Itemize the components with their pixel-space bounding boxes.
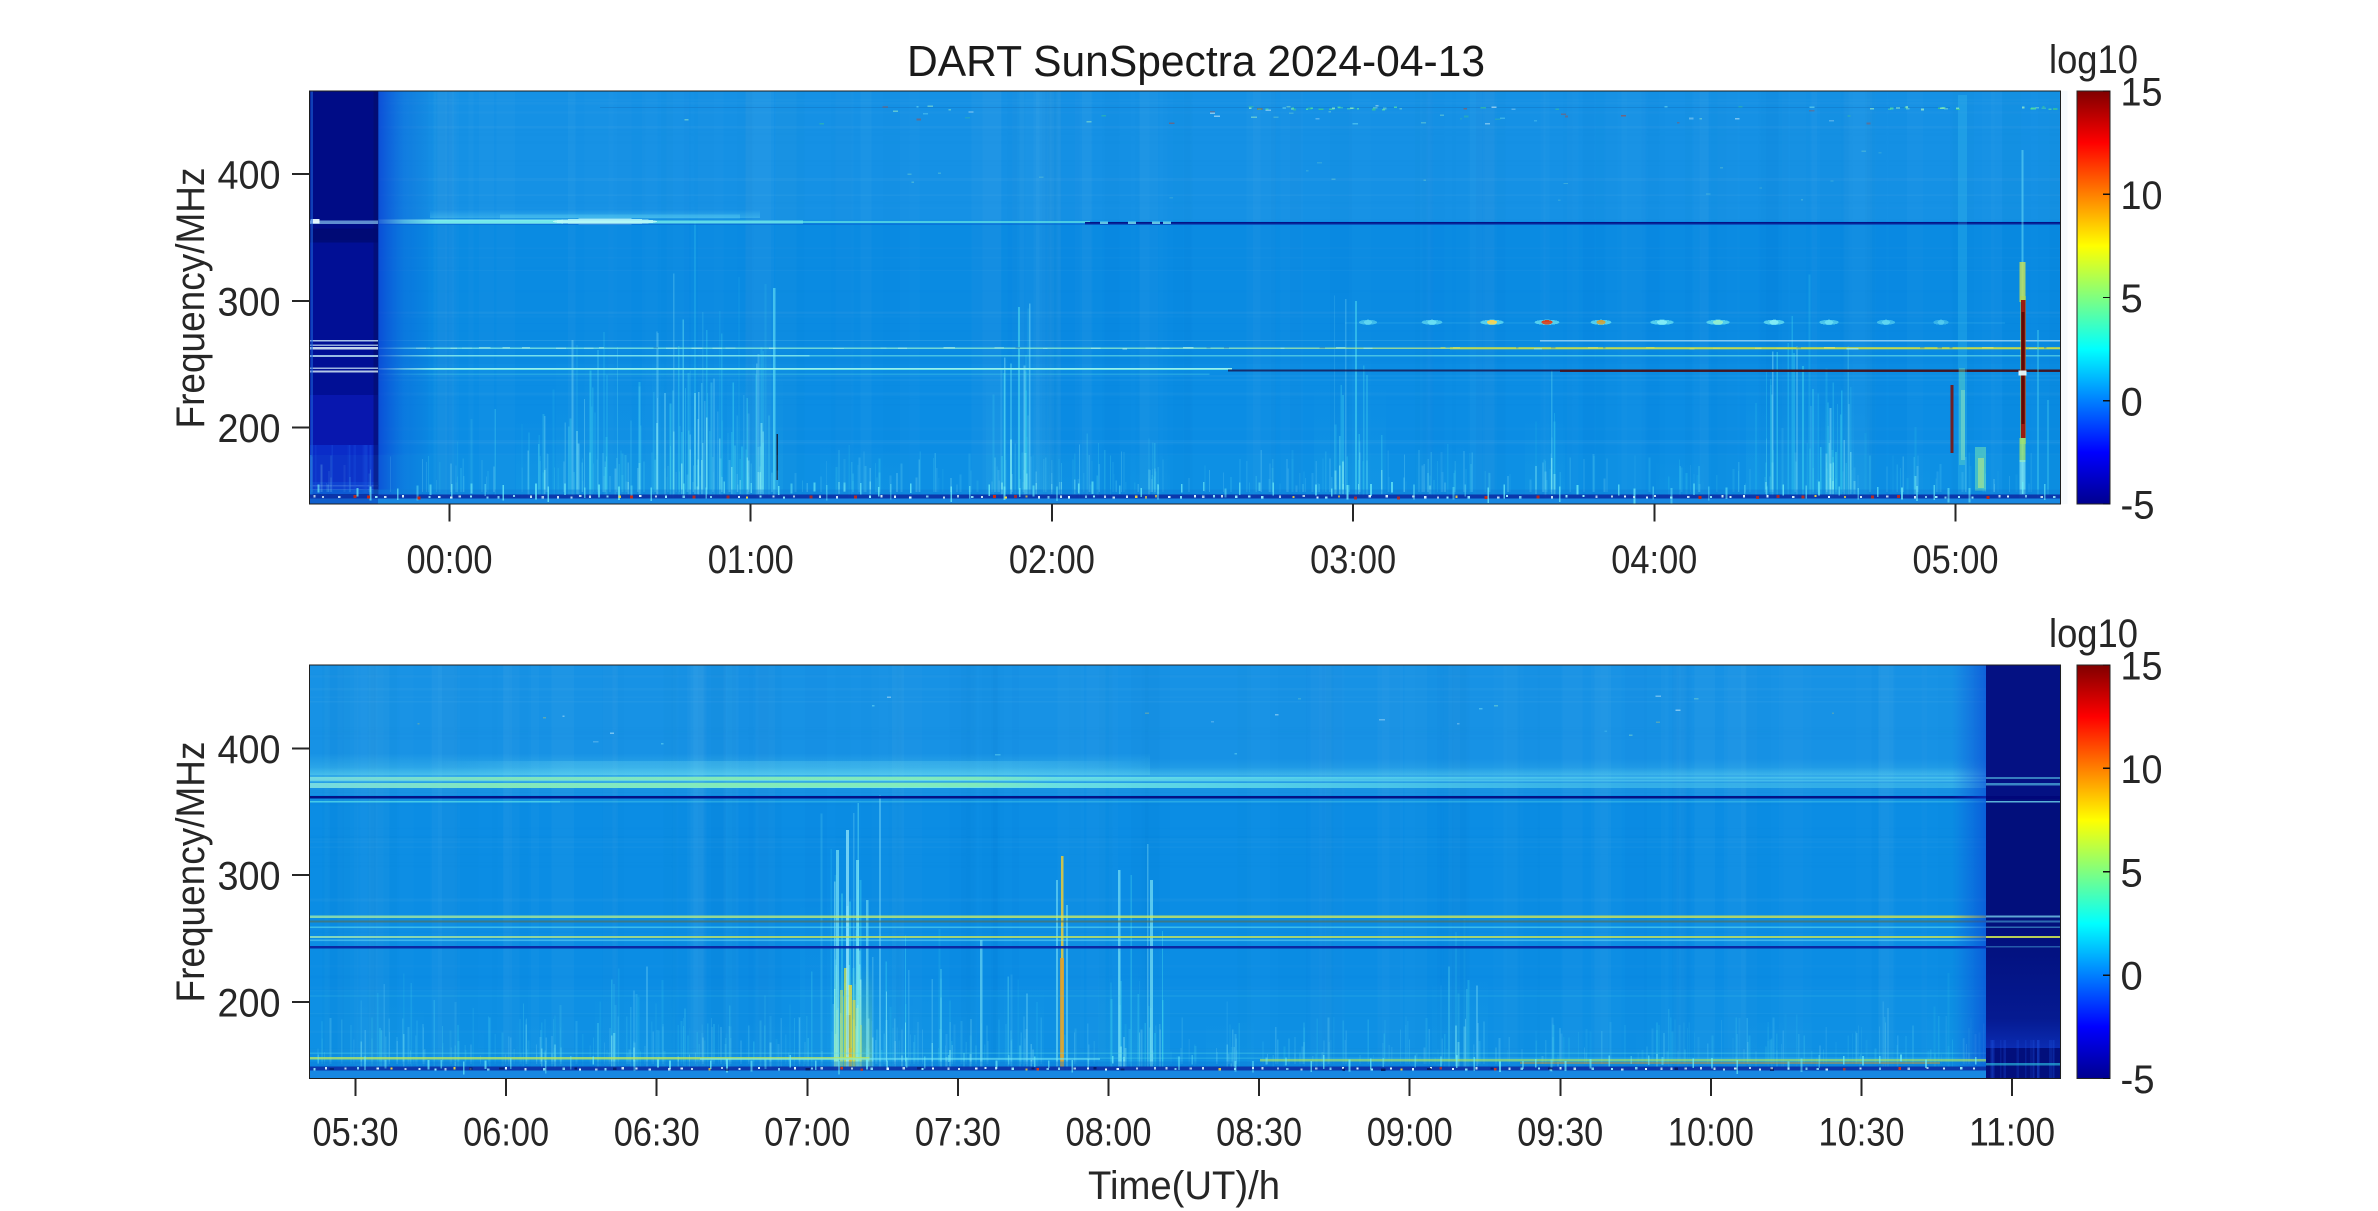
svg-text:400: 400 <box>218 728 281 772</box>
svg-text:10:30: 10:30 <box>1819 1111 1905 1155</box>
svg-text:300: 300 <box>218 280 281 324</box>
svg-text:log10: log10 <box>2049 38 2138 82</box>
svg-text:300: 300 <box>218 855 281 899</box>
svg-text:Time(UT)/h: Time(UT)/h <box>1088 1164 1280 1208</box>
svg-text:08:30: 08:30 <box>1216 1111 1302 1155</box>
svg-text:04:00: 04:00 <box>1611 538 1697 582</box>
svg-text:00:00: 00:00 <box>407 538 493 582</box>
svg-text:15: 15 <box>2121 71 2163 115</box>
svg-text:DART SunSpectra 2024-04-13: DART SunSpectra 2024-04-13 <box>907 37 1485 86</box>
svg-text:400: 400 <box>218 154 281 198</box>
svg-text:10: 10 <box>2121 748 2163 792</box>
svg-text:log10: log10 <box>2049 612 2138 656</box>
svg-text:Frequency/MHz: Frequency/MHz <box>169 742 213 1003</box>
svg-text:09:30: 09:30 <box>1517 1111 1603 1155</box>
svg-text:07:00: 07:00 <box>764 1111 850 1155</box>
svg-text:0: 0 <box>2121 380 2143 424</box>
svg-text:5: 5 <box>2121 851 2143 895</box>
svg-text:06:30: 06:30 <box>614 1111 700 1155</box>
svg-text:11:00: 11:00 <box>1969 1111 2055 1155</box>
svg-text:03:00: 03:00 <box>1310 538 1396 582</box>
svg-text:5: 5 <box>2121 277 2143 321</box>
svg-text:10:00: 10:00 <box>1668 1111 1754 1155</box>
svg-text:-5: -5 <box>2121 484 2155 528</box>
svg-text:200: 200 <box>218 981 281 1025</box>
svg-text:Frequency/MHz: Frequency/MHz <box>169 168 213 429</box>
svg-text:05:30: 05:30 <box>313 1111 399 1155</box>
svg-text:200: 200 <box>218 407 281 451</box>
svg-text:09:00: 09:00 <box>1367 1111 1453 1155</box>
svg-text:01:00: 01:00 <box>708 538 794 582</box>
svg-text:05:00: 05:00 <box>1913 538 1999 582</box>
svg-text:08:00: 08:00 <box>1066 1111 1152 1155</box>
svg-text:07:30: 07:30 <box>915 1111 1001 1155</box>
svg-text:-5: -5 <box>2121 1058 2155 1102</box>
svg-text:0: 0 <box>2121 955 2143 999</box>
svg-text:06:00: 06:00 <box>463 1111 549 1155</box>
svg-text:10: 10 <box>2121 174 2163 218</box>
svg-text:02:00: 02:00 <box>1009 538 1095 582</box>
svg-text:15: 15 <box>2121 645 2163 689</box>
